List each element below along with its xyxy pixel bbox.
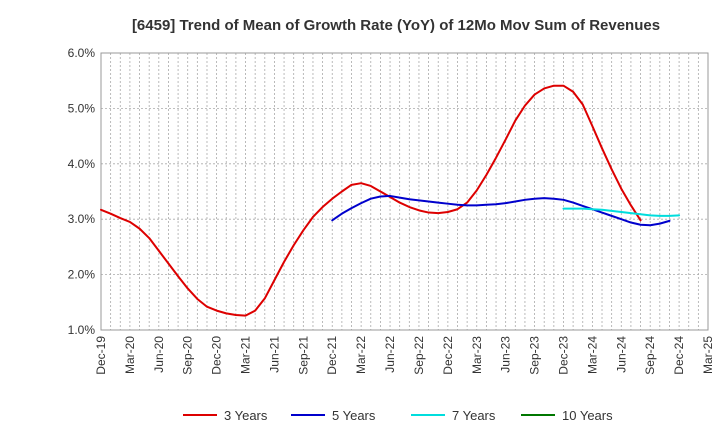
x-tick-label: Dec-22 bbox=[441, 336, 455, 375]
x-tick-label: Mar-21 bbox=[239, 336, 253, 374]
x-tick-label: Dec-24 bbox=[672, 336, 686, 375]
series-line-7-years bbox=[562, 207, 681, 217]
x-tick-label: Mar-24 bbox=[585, 336, 599, 374]
x-tick-label: Dec-20 bbox=[210, 336, 224, 375]
x-tick-label: Dec-19 bbox=[94, 336, 108, 375]
legend-label-10-years: 10 Years bbox=[562, 408, 613, 423]
x-tick-label: Jun-20 bbox=[152, 336, 166, 373]
x-tick-label: Sep-20 bbox=[181, 336, 195, 375]
x-tick-label: Sep-24 bbox=[643, 336, 657, 375]
x-tick-label: Sep-22 bbox=[412, 336, 426, 375]
x-tick-label: Jun-21 bbox=[267, 336, 281, 373]
y-tick-label: 5.0% bbox=[68, 101, 96, 115]
plot-area-border bbox=[100, 52, 709, 331]
series-lines bbox=[100, 84, 681, 317]
x-tick-label: Mar-20 bbox=[123, 336, 137, 374]
x-tick-label: Dec-21 bbox=[325, 336, 339, 375]
y-tick-label: 2.0% bbox=[68, 268, 96, 282]
grid bbox=[101, 53, 708, 330]
x-tick-label: Mar-25 bbox=[701, 336, 715, 374]
x-tick-label: Dec-23 bbox=[556, 336, 570, 375]
x-tick-label: Sep-21 bbox=[296, 336, 310, 375]
x-tick-label: Jun-24 bbox=[614, 336, 628, 373]
x-tick-label: Jun-23 bbox=[499, 336, 513, 373]
legend-label-7-years: 7 Years bbox=[452, 408, 496, 423]
x-axis: Dec-19 Mar-20 Jun-20 Sep-20 Dec-20 Mar-21 Jun-… bbox=[94, 336, 715, 375]
y-axis: 1.0% 2.0% 3.0% 4.0% 5.0% 6.0% bbox=[68, 46, 96, 337]
y-tick-label: 3.0% bbox=[68, 212, 96, 226]
chart-title: [6459] Trend of Mean of Growth Rate (YoY… bbox=[132, 17, 660, 34]
legend: 3 Years 5 Years 7 Years 10 Years bbox=[183, 408, 613, 423]
y-tick-label: 6.0% bbox=[68, 46, 96, 60]
y-tick-label: 4.0% bbox=[68, 157, 96, 171]
y-tick-label: 1.0% bbox=[68, 323, 96, 337]
x-tick-label: Sep-23 bbox=[528, 336, 542, 375]
x-tick-label: Mar-23 bbox=[470, 336, 484, 374]
legend-label-5-years: 5 Years bbox=[332, 408, 376, 423]
series-line-5-years bbox=[331, 194, 671, 227]
legend-label-3-years: 3 Years bbox=[224, 408, 268, 423]
series-line-3-years bbox=[100, 84, 642, 317]
x-tick-label: Mar-22 bbox=[354, 336, 368, 374]
x-tick-label: Jun-22 bbox=[383, 336, 397, 373]
